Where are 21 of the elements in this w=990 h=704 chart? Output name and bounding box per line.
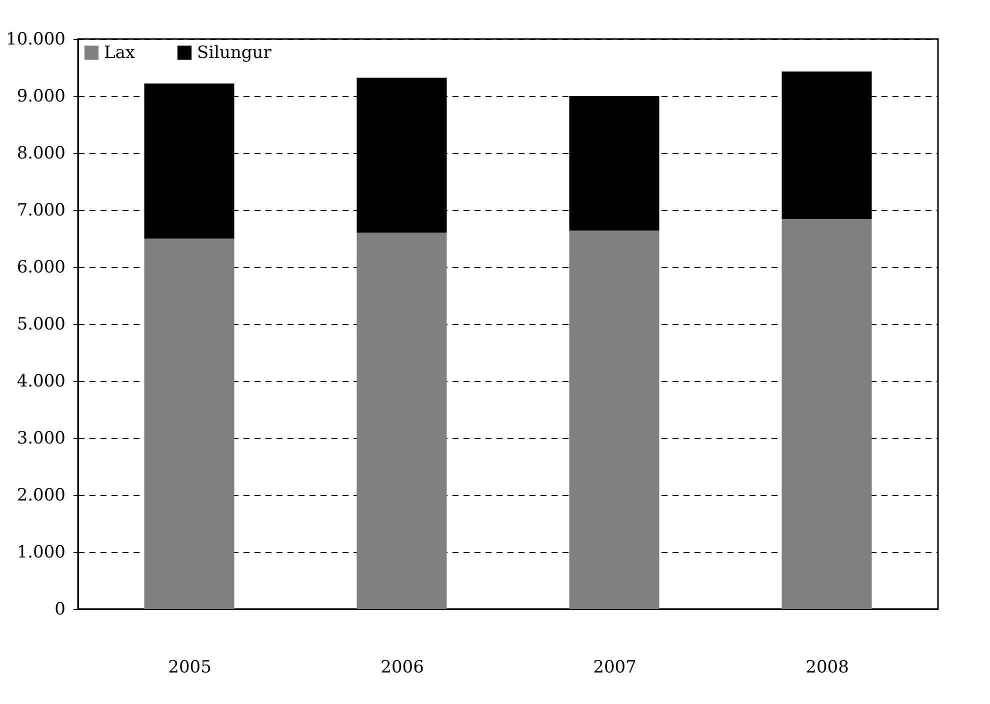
y-tick-label: 7.000 xyxy=(16,200,66,220)
y-tick-label: 6.000 xyxy=(16,258,66,278)
bar xyxy=(144,238,234,609)
bar xyxy=(356,232,447,609)
x-tick-label: 2006 xyxy=(380,658,424,678)
y-tick-label: 3.000 xyxy=(16,428,66,448)
y-tick-label: 1.000 xyxy=(16,542,66,562)
y-tick-label: 8.000 xyxy=(16,144,66,164)
legend-label: Silungur xyxy=(197,42,272,63)
y-tick-label: 4.000 xyxy=(16,372,66,392)
y-tick-label: 10.000 xyxy=(6,30,66,50)
x-tick-label: 2008 xyxy=(806,658,849,678)
x-tick-label: 2005 xyxy=(168,658,212,678)
x-tick-label: 2007 xyxy=(593,658,636,678)
y-tick-label: 5.000 xyxy=(16,314,66,334)
legend-label: Lax xyxy=(104,42,136,63)
bar xyxy=(569,230,660,609)
y-tick-label: 0 xyxy=(54,600,66,620)
bar xyxy=(782,219,872,609)
y-tick-label: 9.000 xyxy=(16,86,66,106)
y-tick-label: 2.000 xyxy=(16,486,66,506)
